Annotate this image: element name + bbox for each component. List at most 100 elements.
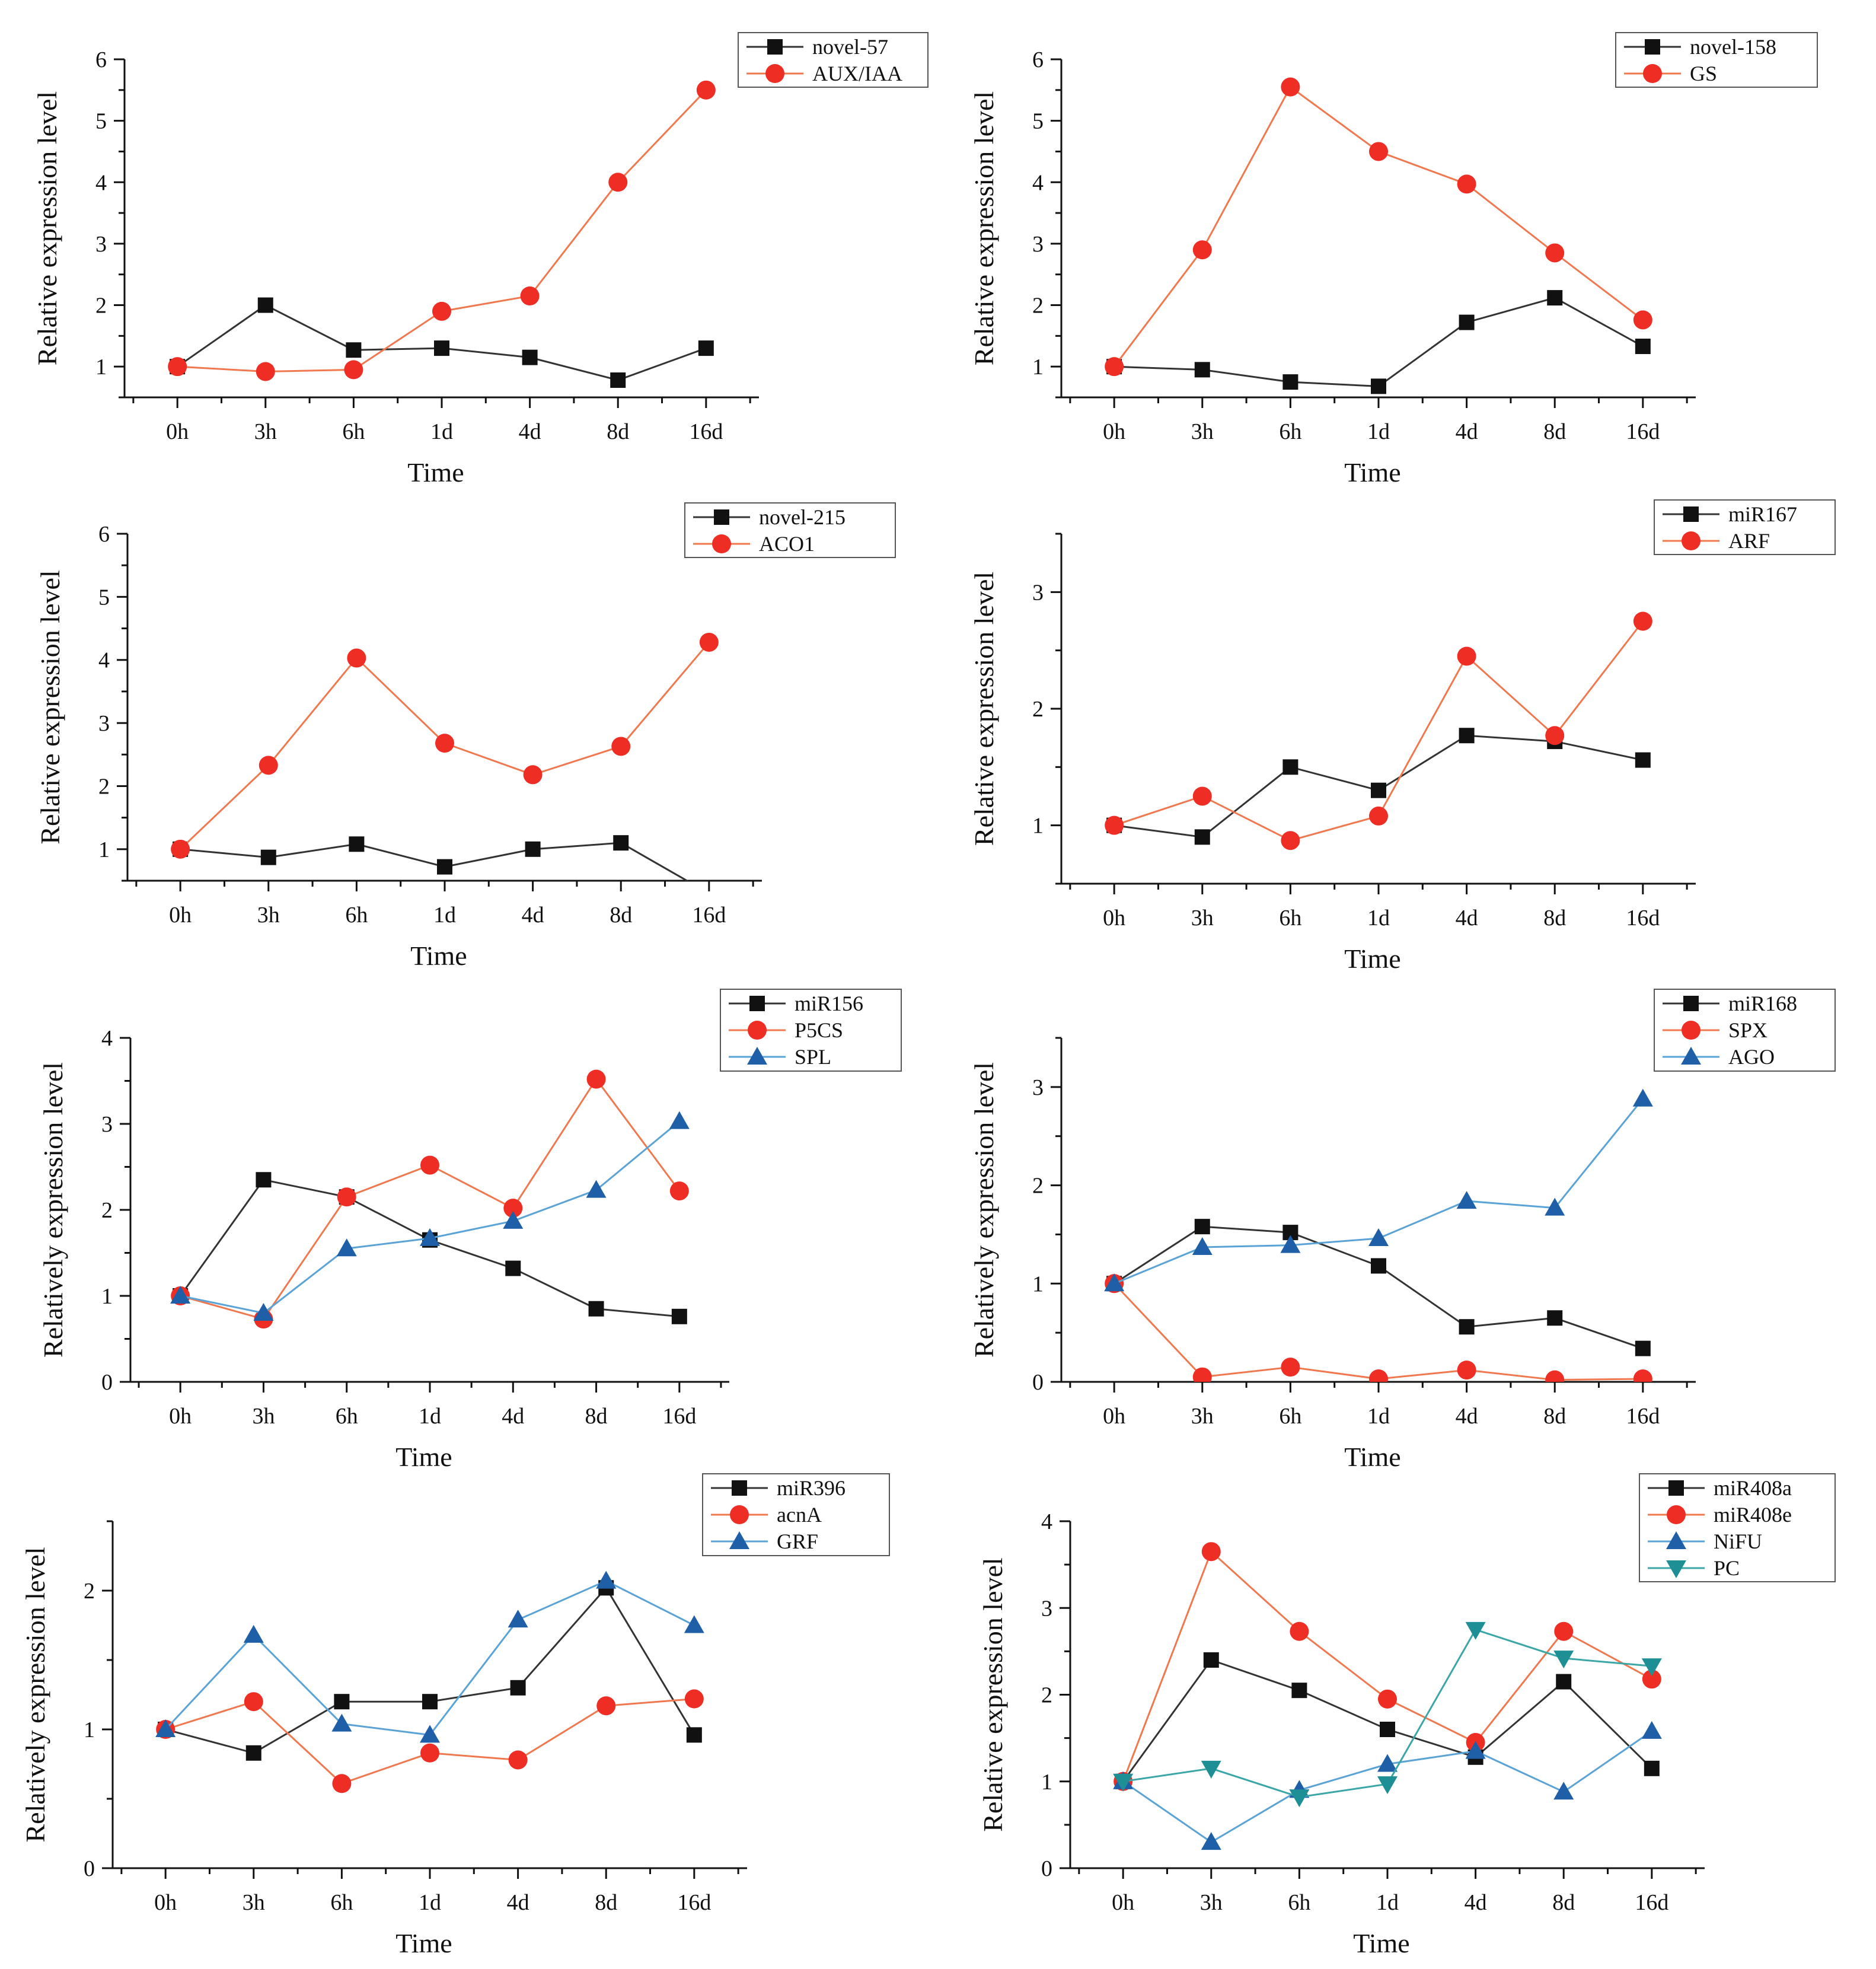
y-tick-label: 2 xyxy=(1032,697,1044,722)
series-novel-158 xyxy=(1106,290,1651,394)
series-PC xyxy=(1113,1621,1662,1808)
data-point xyxy=(1194,829,1210,845)
y-tick-label: 2 xyxy=(1032,294,1044,318)
data-point xyxy=(699,632,719,652)
data-point xyxy=(1553,1782,1574,1800)
chart-panel-8: 0 1 2 3 4 0h 3h 6h 1d 4d 8d 16d Time Relative express… xyxy=(978,1473,1836,1958)
legend-label: miR408a xyxy=(1714,1476,1792,1500)
y-tick-label: 0 xyxy=(84,1856,95,1881)
x-tick-label: 0h xyxy=(154,1890,177,1915)
y-tick-label: 1 xyxy=(98,837,110,862)
x-tick-label: 3h xyxy=(243,1890,265,1915)
data-point xyxy=(420,1228,440,1246)
legend-marker xyxy=(1643,64,1662,83)
y-tick-label: 1 xyxy=(1032,355,1044,380)
data-point xyxy=(1465,1741,1486,1759)
data-point xyxy=(1635,752,1651,768)
x-tick-label: 1d xyxy=(419,1890,441,1915)
data-point xyxy=(1459,314,1475,330)
series-novel-215 xyxy=(173,835,689,881)
legend-label: novel-215 xyxy=(759,505,846,529)
legend-marker xyxy=(1681,1047,1701,1065)
data-point xyxy=(420,1743,439,1763)
x-tick-label: 1d xyxy=(430,419,453,444)
x-axis-title: Time xyxy=(1344,1442,1400,1472)
data-point xyxy=(503,1210,524,1229)
x-tick-label: 4d xyxy=(1456,906,1478,931)
data-point xyxy=(698,340,714,356)
data-point xyxy=(344,360,363,380)
y-tick-label: 2 xyxy=(101,1198,113,1223)
x-tick-label: 16d xyxy=(1626,906,1660,931)
legend-marker xyxy=(1668,1480,1684,1496)
data-point xyxy=(1369,1369,1388,1382)
x-tick-label: 16d xyxy=(662,1404,696,1429)
series-line xyxy=(1122,1629,1652,1798)
series-AUX/IAA xyxy=(168,80,716,381)
data-point xyxy=(610,372,626,388)
x-tick-label: 6h xyxy=(336,1404,358,1429)
data-point xyxy=(1641,1721,1662,1739)
y-tick-label: 1 xyxy=(1032,814,1044,839)
data-point xyxy=(508,1750,528,1770)
data-point xyxy=(256,362,275,381)
data-point xyxy=(510,1680,526,1696)
legend: novel-215 ACO1 xyxy=(684,502,896,558)
x-tick-label: 8d xyxy=(1543,419,1566,444)
data-point xyxy=(155,1719,176,1737)
y-tick-label: 0 xyxy=(1041,1856,1052,1881)
x-tick-label: 16d xyxy=(689,419,723,444)
data-point xyxy=(1380,1722,1395,1737)
data-point xyxy=(1633,1369,1652,1382)
legend-label: ACO1 xyxy=(759,532,815,556)
x-tick-label: 0h xyxy=(1112,1890,1134,1915)
legend: novel-57 AUX/IAA xyxy=(738,32,929,88)
x-axis-title: Time xyxy=(410,941,467,971)
legend-marker xyxy=(1683,506,1699,522)
y-tick-label: 0 xyxy=(101,1370,113,1395)
data-point xyxy=(1377,1754,1398,1772)
data-point xyxy=(171,839,190,859)
y-tick-label: 1 xyxy=(101,1284,113,1309)
data-point xyxy=(1105,815,1124,835)
data-point xyxy=(437,859,452,875)
data-point xyxy=(686,1727,702,1743)
data-point xyxy=(1281,1358,1300,1377)
x-tick-label: 4d xyxy=(1465,1890,1487,1915)
legend-marker xyxy=(767,39,783,55)
data-point xyxy=(1282,374,1298,390)
x-tick-label: 6h xyxy=(1279,1404,1301,1429)
data-point xyxy=(1281,77,1300,97)
y-tick-label: 0 xyxy=(1032,1370,1044,1395)
data-point xyxy=(1641,1658,1662,1677)
x-tick-label: 8d xyxy=(610,903,632,928)
y-tick-label: 2 xyxy=(84,1579,95,1604)
series-SPL xyxy=(170,1111,690,1321)
legend-marker xyxy=(730,1505,749,1524)
data-point xyxy=(596,1696,616,1716)
legend-marker xyxy=(747,1047,767,1065)
data-point xyxy=(332,1774,352,1793)
x-axis-title: Time xyxy=(407,457,464,488)
x-tick-label: 6h xyxy=(1279,906,1301,931)
y-tick-label: 4 xyxy=(95,170,107,195)
y-tick-label: 3 xyxy=(95,232,107,257)
data-point xyxy=(1545,726,1565,745)
y-tick-label: 2 xyxy=(95,294,107,318)
data-point xyxy=(522,349,538,365)
data-point xyxy=(588,1301,604,1317)
x-tick-label: 6h xyxy=(345,903,368,928)
data-point xyxy=(520,286,540,305)
x-tick-label: 1d xyxy=(1367,419,1390,444)
data-point xyxy=(1280,1235,1301,1253)
data-point xyxy=(1644,1760,1660,1776)
chart-panel-5: 0 1 2 3 4 0h 3h 6h 1d 4d 8d 16d Time Relatively expre… xyxy=(38,989,902,1472)
data-point xyxy=(331,1713,352,1732)
x-tick-label: 3h xyxy=(1191,906,1214,931)
y-tick-label: 3 xyxy=(1032,580,1044,605)
data-point xyxy=(611,737,631,756)
legend-label: SPL xyxy=(795,1045,831,1069)
x-tick-label: 1d xyxy=(1367,906,1390,931)
data-point xyxy=(1282,759,1298,775)
